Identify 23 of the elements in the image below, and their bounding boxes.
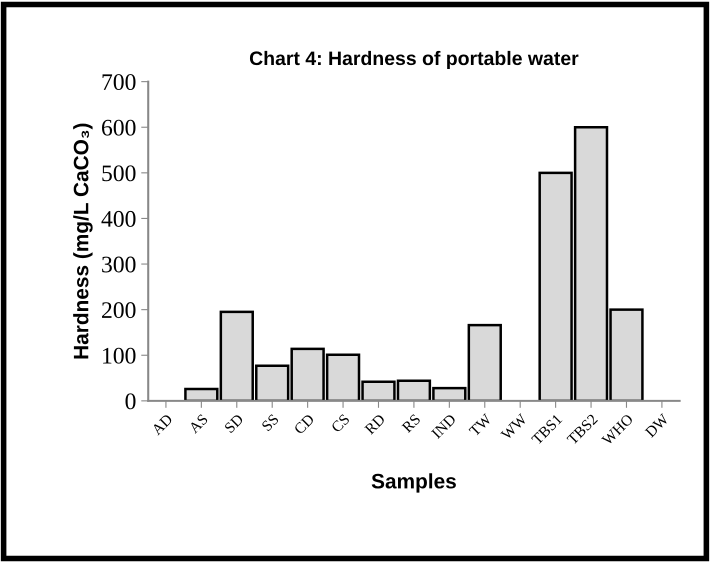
x-tick-label: SD (224, 413, 244, 434)
x-tick-label: RD (364, 414, 386, 435)
chart-title: Chart 4: Hardness of portable water (250, 50, 578, 70)
x-tick-label: IND (430, 414, 456, 439)
y-axis-title: Hardness (mg/L CaCO₃) (73, 124, 93, 359)
x-tick-label: SS (261, 414, 280, 432)
y-tick-label: 100 (103, 348, 136, 364)
y-tick-label: 0 (126, 393, 136, 410)
y-tick-label: 700 (102, 74, 136, 90)
x-tick-label: CS (330, 414, 350, 434)
y-tick-label: 200 (102, 302, 136, 318)
x-tick-label: WW (500, 413, 528, 441)
y-tick-label: 300 (102, 256, 136, 272)
x-tick-label: TW (468, 413, 492, 437)
x-tick-label: AS (188, 414, 208, 434)
x-tick-label: DW (644, 413, 670, 438)
x-tick-label: AD (150, 413, 174, 436)
y-tick-label: 600 (102, 120, 136, 136)
x-tick-label: CD (293, 413, 315, 435)
x-axis-title: Samples (372, 473, 456, 493)
y-tick-label: 500 (102, 165, 136, 182)
y-tick-label: 400 (101, 210, 136, 227)
x-tick-label: RS (401, 414, 421, 434)
